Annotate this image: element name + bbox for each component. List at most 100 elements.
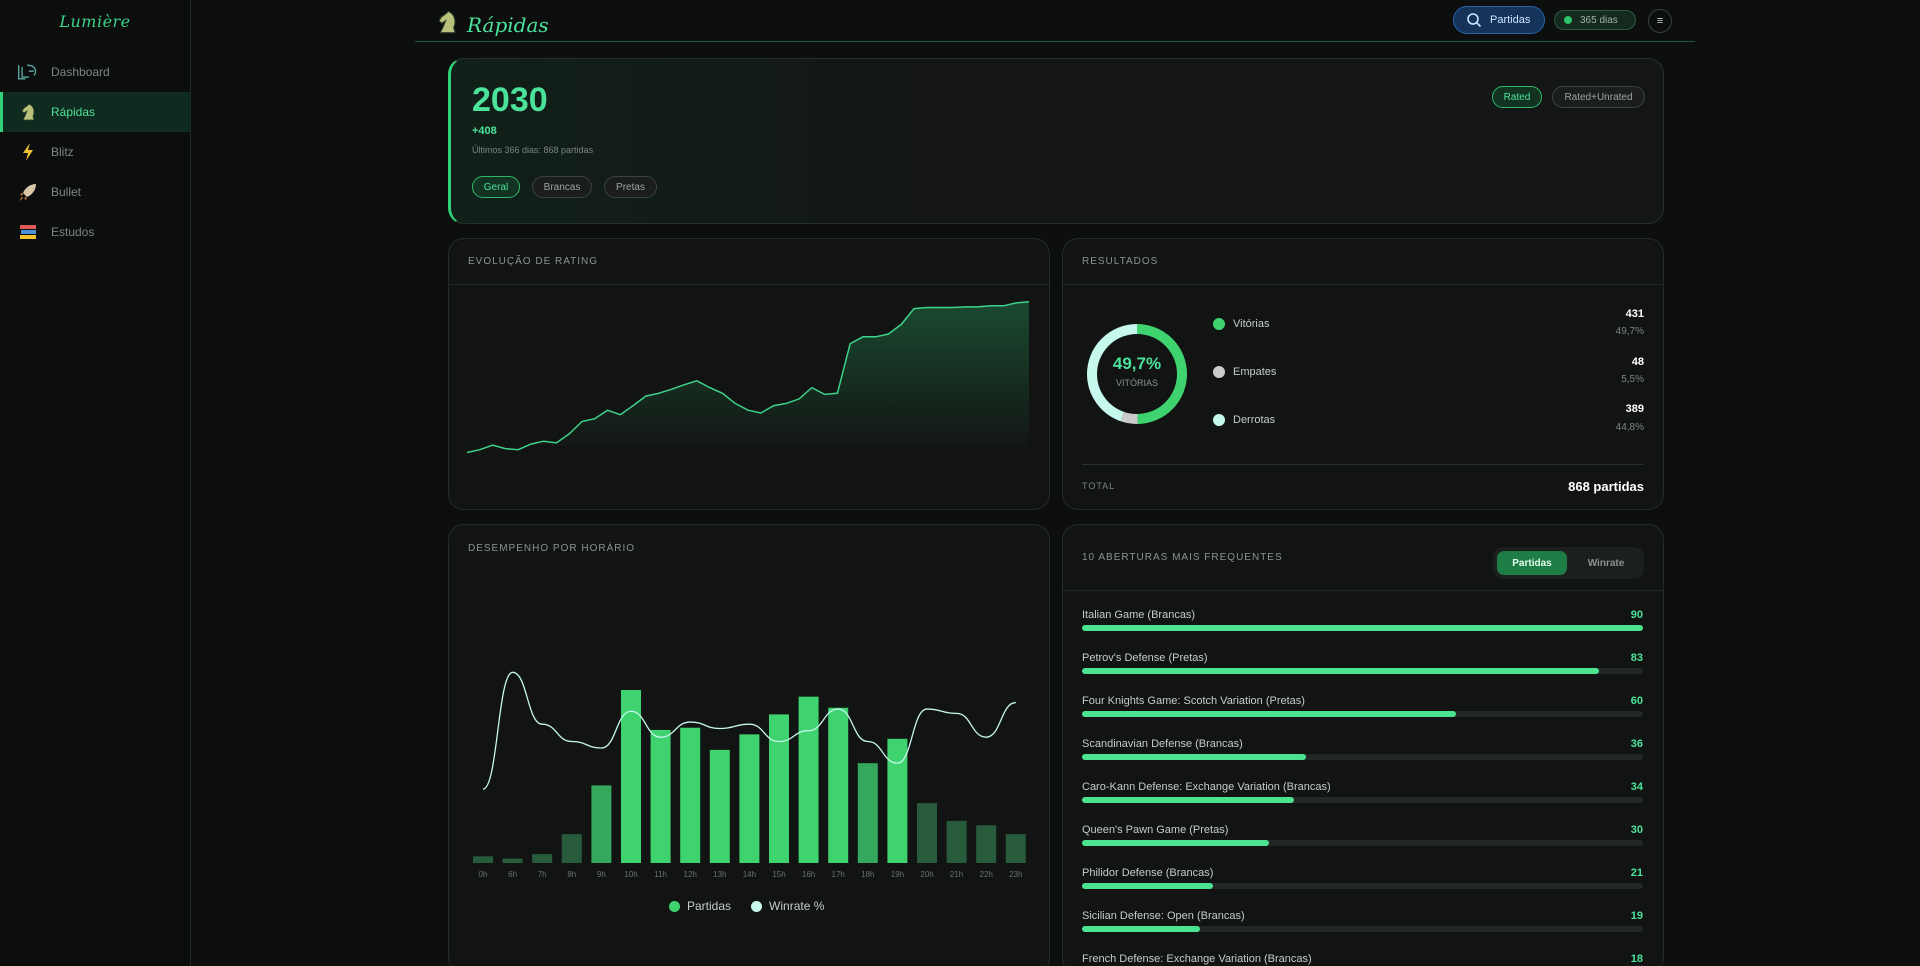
opening-name: Philidor Defense (Brancas) xyxy=(1082,867,1214,879)
losses-pct: 44,8% xyxy=(1615,422,1644,433)
hour-tick-label: 18h xyxy=(861,870,874,879)
legend-label: Empates xyxy=(1233,366,1277,378)
winrate-line xyxy=(482,671,1016,790)
opening-name: Four Knights Game: Scotch Variation (Pre… xyxy=(1082,695,1305,707)
status-dot-icon xyxy=(1564,16,1572,24)
search-games-button[interactable]: Partidas xyxy=(1453,6,1545,34)
sidebar-item-dashboard[interactable]: Dashboard xyxy=(0,52,190,92)
mode-rated-unrated[interactable]: Rated+Unrated xyxy=(1552,86,1645,108)
hourly-bar xyxy=(709,749,730,863)
opening-row[interactable]: Four Knights Game: Scotch Variation (Pre… xyxy=(1082,695,1643,717)
opening-count: 19 xyxy=(1630,910,1643,922)
sidebar-item-estudos[interactable]: Estudos xyxy=(0,212,190,252)
hourly-bar xyxy=(621,690,641,863)
opening-count: 60 xyxy=(1630,695,1643,707)
hour-tick-label: 11h xyxy=(654,870,667,879)
hour-tick-label: 21h xyxy=(950,870,963,879)
opening-name: Sicilian Defense: Open (Brancas) xyxy=(1082,910,1245,922)
card-title: RESULTADOS xyxy=(1063,239,1663,285)
hourly-bar xyxy=(946,820,967,863)
mode-rated[interactable]: Rated xyxy=(1492,86,1542,108)
dashboard-logo-icon xyxy=(17,61,39,83)
sidebar-item-label: Blitz xyxy=(51,145,74,159)
opening-bar-fill xyxy=(1082,754,1307,760)
rocket-icon xyxy=(17,181,39,203)
filter-brancas[interactable]: Brancas xyxy=(532,176,592,198)
opening-bar-fill xyxy=(1082,840,1269,846)
donut-segment xyxy=(1087,324,1187,424)
books-icon xyxy=(17,221,39,243)
hour-tick-label: 6h xyxy=(508,870,517,879)
opening-count: 34 xyxy=(1630,781,1643,793)
sidebar-item-blitz[interactable]: Blitz xyxy=(0,132,190,172)
opening-bar-track xyxy=(1082,754,1643,760)
legend-item-losses: Derrotas xyxy=(1213,414,1275,426)
search-icon xyxy=(1467,13,1482,28)
filter-pretas[interactable]: Pretas xyxy=(604,176,657,198)
menu-button[interactable]: ≡ xyxy=(1648,9,1672,33)
hourly-bar xyxy=(887,738,908,863)
period-label: 365 dias xyxy=(1580,14,1618,26)
hour-tick-label: 13h xyxy=(713,870,726,879)
toggle-partidas[interactable]: Partidas xyxy=(1497,551,1567,575)
opening-count: 36 xyxy=(1630,738,1643,750)
card-title: 10 ABERTURAS MAIS FREQUENTES xyxy=(1063,525,1663,591)
hour-tick-label: 7h xyxy=(538,870,547,879)
opening-row[interactable]: Caro-Kann Defense: Exchange Variation (B… xyxy=(1082,781,1643,803)
legend-label: Winrate % xyxy=(769,899,825,913)
opening-bar-track xyxy=(1082,797,1643,803)
opening-count: 21 xyxy=(1630,867,1643,879)
total-label: TOTAL xyxy=(1082,481,1116,491)
draws-pct: 5,5% xyxy=(1621,374,1644,385)
period-selector[interactable]: 365 dias xyxy=(1554,10,1636,30)
page-title-group: Rápidas xyxy=(435,8,549,41)
brand-logo[interactable]: Lumière xyxy=(59,12,131,31)
donut-segment xyxy=(1087,324,1187,424)
legend-dot-icon xyxy=(751,900,763,912)
knight-icon xyxy=(435,8,459,41)
legend-dot-icon xyxy=(1213,318,1225,330)
legend-label: Partidas xyxy=(687,899,732,913)
opening-bar-track xyxy=(1082,926,1643,932)
rating-line-chart xyxy=(466,301,1030,454)
sidebar-item-bullet[interactable]: Bullet xyxy=(0,172,190,212)
opening-row[interactable]: Philidor Defense (Brancas) 21 xyxy=(1082,867,1643,889)
donut-center-label: VITÓRIAS xyxy=(1115,378,1158,388)
legend-dot-icon xyxy=(1213,414,1225,426)
sidebar-item-rapidas[interactable]: Rápidas xyxy=(0,92,190,132)
opening-bar-fill xyxy=(1082,711,1457,717)
rating-summary-card: 2030 +408 Últimos 366 dias: 868 partidas… xyxy=(448,58,1664,224)
opening-row[interactable]: Sicilian Defense: Open (Brancas) 19 xyxy=(1082,910,1643,932)
wins-pct: 49,7% xyxy=(1615,326,1644,337)
opening-row[interactable]: Queen's Pawn Game (Pretas) 30 xyxy=(1082,824,1643,846)
rating-delta: +408 xyxy=(472,125,497,137)
opening-bar-track xyxy=(1082,668,1643,674)
hour-tick-label: 22h xyxy=(980,870,993,879)
toggle-winrate[interactable]: Winrate xyxy=(1587,557,1625,569)
legend-dot-icon xyxy=(1213,366,1225,378)
legend-dot-icon xyxy=(669,900,680,912)
donut-center-pct: 49,7% xyxy=(1112,354,1162,373)
opening-row[interactable]: Italian Game (Brancas) 90 xyxy=(1082,609,1643,631)
hour-tick-label: 9h xyxy=(597,870,606,879)
sidebar-item-label: Estudos xyxy=(51,225,95,239)
hourly-bar xyxy=(680,727,701,863)
sidebar-item-label: Bullet xyxy=(51,185,82,199)
hourly-bar xyxy=(976,825,997,863)
hourly-bar xyxy=(857,763,878,863)
hourly-bar xyxy=(769,714,789,863)
divider xyxy=(1082,464,1644,465)
opening-bar-fill xyxy=(1082,797,1295,803)
opening-name: Caro-Kann Defense: Exchange Variation (B… xyxy=(1082,781,1331,793)
opening-row[interactable]: French Defense: Exchange Variation (Bran… xyxy=(1082,953,1643,965)
hourly-bar xyxy=(828,707,849,863)
card-title: DESEMPENHO POR HORÁRIO xyxy=(468,542,636,554)
filter-geral[interactable]: Geral xyxy=(472,176,520,198)
opening-row[interactable]: Petrov's Defense (Pretas) 83 xyxy=(1082,652,1643,674)
opening-bar-fill xyxy=(1082,883,1213,889)
hour-tick-label: 17h xyxy=(832,870,845,879)
hour-tick-label: 10h xyxy=(624,870,637,879)
sidebar-item-label: Dashboard xyxy=(51,65,110,79)
opening-row[interactable]: Scandinavian Defense (Brancas) 36 xyxy=(1082,738,1643,760)
results-card: RESULTADOS 49,7% VITÓRIAS Vitórias 431 4… xyxy=(1062,238,1664,510)
